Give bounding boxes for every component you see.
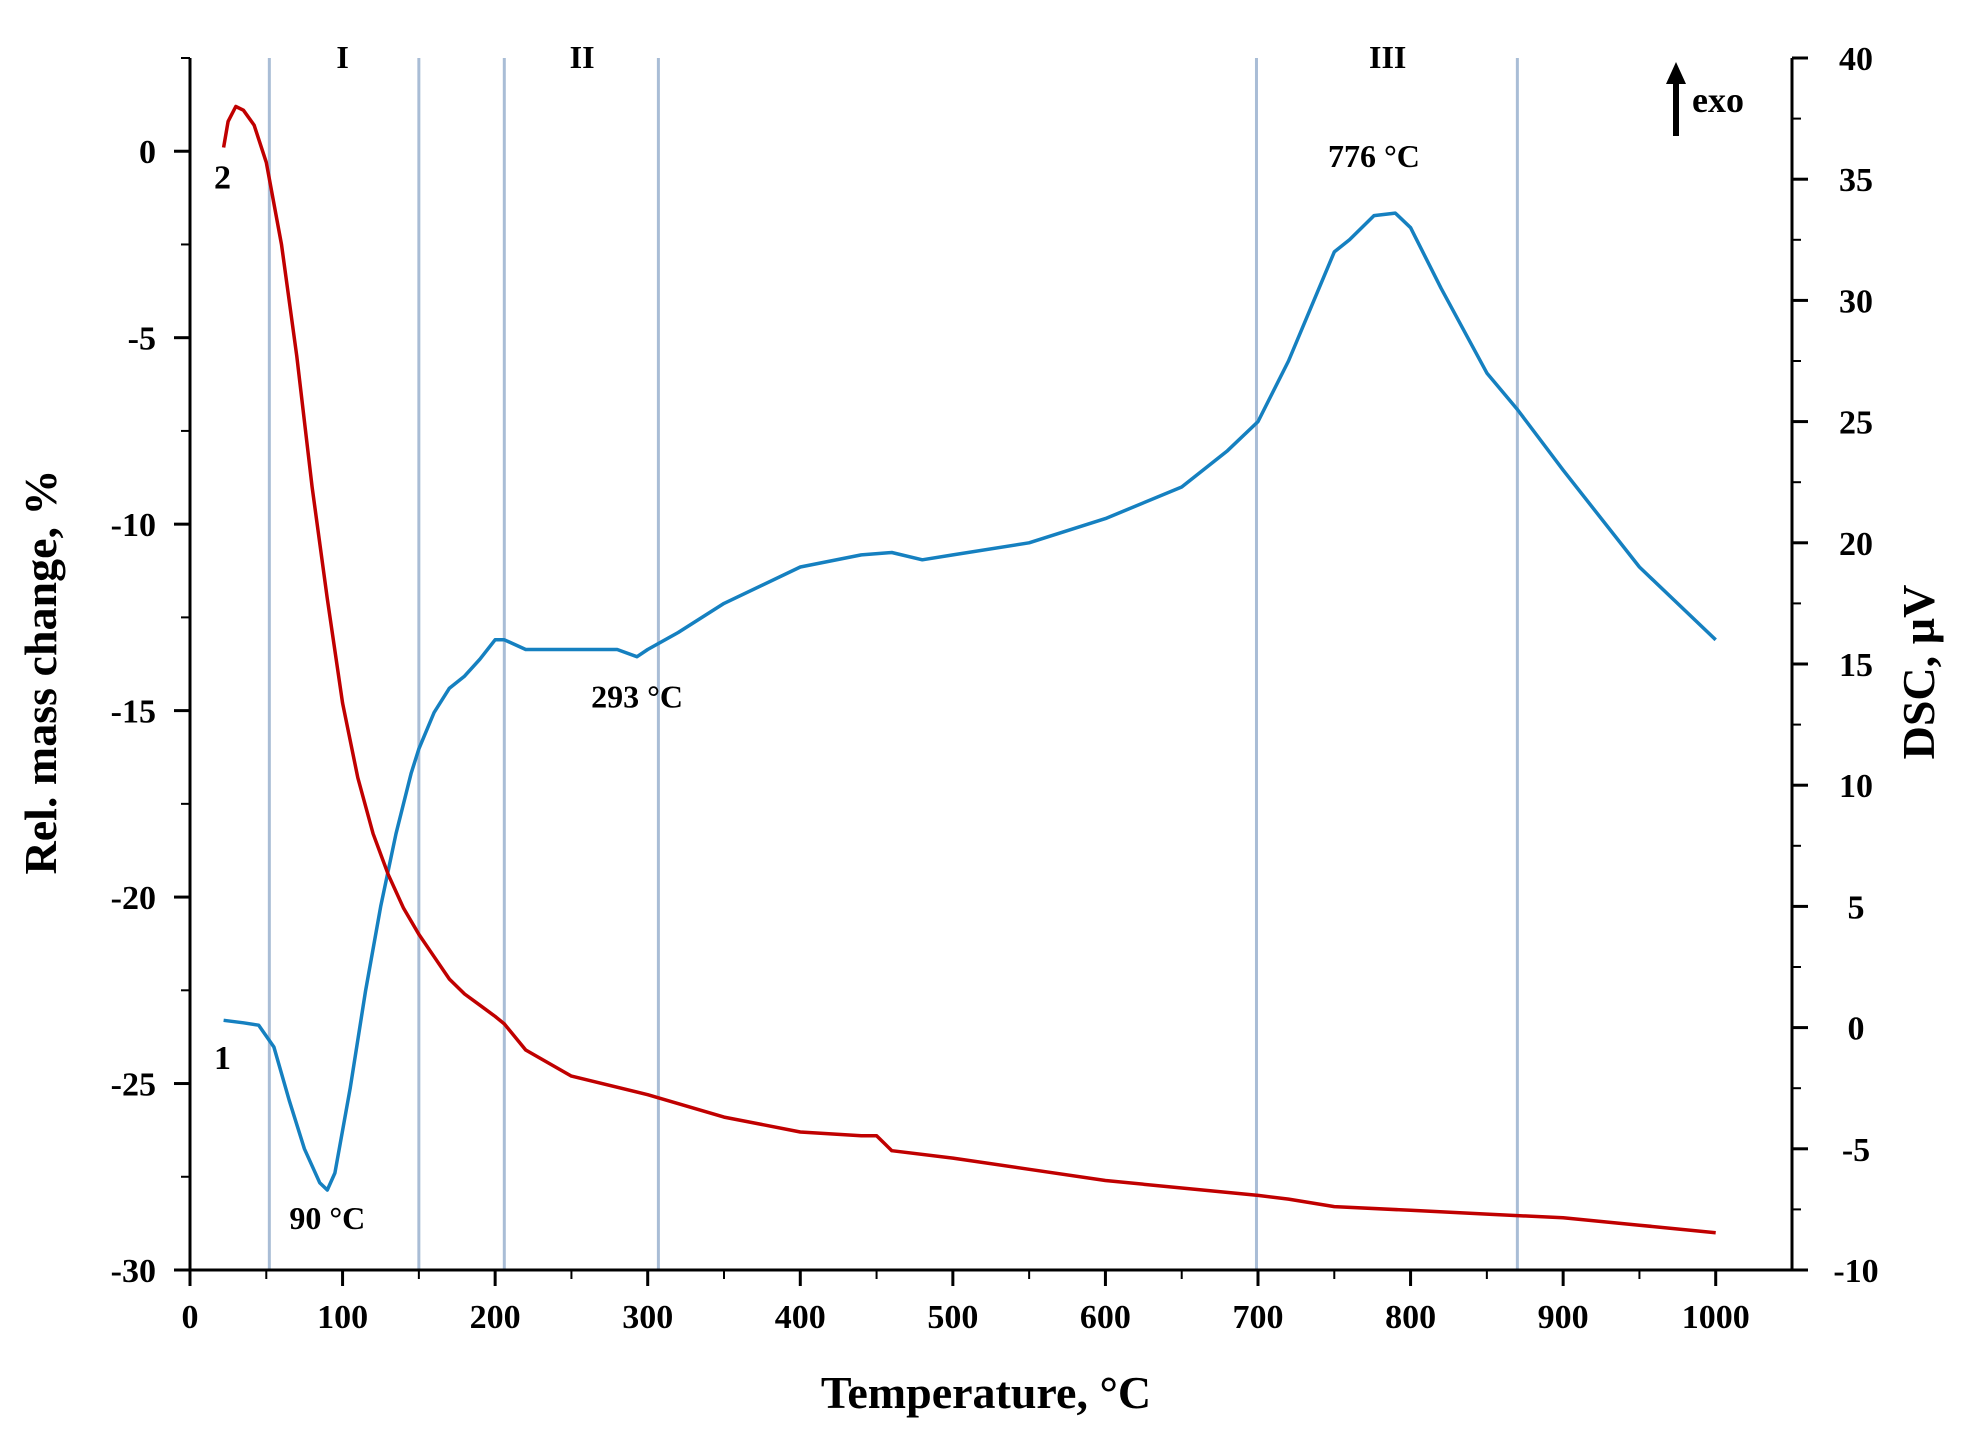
ticks-group: 0 100 200 300 400 500 600 700 800 900 10000-5-10-1…	[111, 41, 1879, 1336]
series-1-line	[223, 211, 1717, 1192]
peak-annotation-1: 293 °C	[591, 679, 683, 715]
y-left-tick-label-0: 0	[139, 134, 156, 171]
peak-annotation-2: 776 °C	[1328, 138, 1420, 174]
y-right-tick-label-4: 20	[1839, 526, 1873, 563]
y-left-tick-label-6: -30	[111, 1253, 156, 1290]
y-left-tick-label-5: -25	[111, 1067, 156, 1104]
x-tick-label-10: 1000	[1682, 1299, 1750, 1336]
region-label-III: III	[1369, 39, 1406, 75]
series-2-label: 2	[214, 160, 231, 197]
x-axis-title: Temperature, °C	[821, 1367, 1151, 1418]
y-left-tick-label-1: -5	[128, 321, 156, 358]
x-tick-label-5: 500	[927, 1299, 978, 1336]
exo-arrow-head	[1666, 62, 1686, 84]
region-label-I: I	[336, 39, 348, 75]
x-tick-label-4: 400	[775, 1299, 826, 1336]
y-right-tick-label-9: -5	[1842, 1132, 1870, 1169]
exo-indicator: exo	[1666, 62, 1744, 136]
stage-divider-lines	[267, 58, 1519, 1270]
y-right-tick-label-3: 25	[1839, 405, 1873, 442]
x-tick-label-6: 600	[1080, 1299, 1131, 1336]
x-tick-label-8: 800	[1385, 1299, 1436, 1336]
x-tick-label-3: 300	[622, 1299, 673, 1336]
y-right-tick-label-6: 10	[1839, 768, 1873, 805]
series-1-label: 1	[214, 1040, 231, 1077]
x-tick-label-1: 100	[317, 1299, 368, 1336]
series-2-line	[221, 104, 1716, 1235]
y-right-tick-label-0: 40	[1839, 41, 1873, 78]
y-right-tick-label-1: 35	[1839, 162, 1873, 199]
y-right-tick-label-10: -10	[1833, 1253, 1878, 1290]
y-left-tick-label-3: -15	[111, 694, 156, 731]
y-right-tick-label-8: 0	[1848, 1011, 1865, 1048]
axes-group	[188, 58, 1794, 1272]
x-tick-label-2: 200	[470, 1299, 521, 1336]
x-tick-label-9: 900	[1538, 1299, 1589, 1336]
x-tick-label-7: 700	[1233, 1299, 1284, 1336]
y-axis-right-title: DSC, µV	[1893, 585, 1944, 760]
exo-label: exo	[1692, 80, 1744, 120]
y-right-tick-label-7: 5	[1848, 889, 1865, 926]
region-label-II: II	[570, 39, 595, 75]
y-right-tick-label-5: 15	[1839, 647, 1873, 684]
y-axis-left-title: Rel. mass change, %	[15, 469, 66, 874]
y-left-tick-label-2: -10	[111, 507, 156, 544]
y-right-tick-label-2: 30	[1839, 283, 1873, 320]
y-left-tick-label-4: -20	[111, 880, 156, 917]
x-tick-label-0: 0	[182, 1299, 199, 1336]
series-group	[221, 104, 1717, 1235]
peak-annotation-0: 90 °C	[289, 1200, 365, 1236]
